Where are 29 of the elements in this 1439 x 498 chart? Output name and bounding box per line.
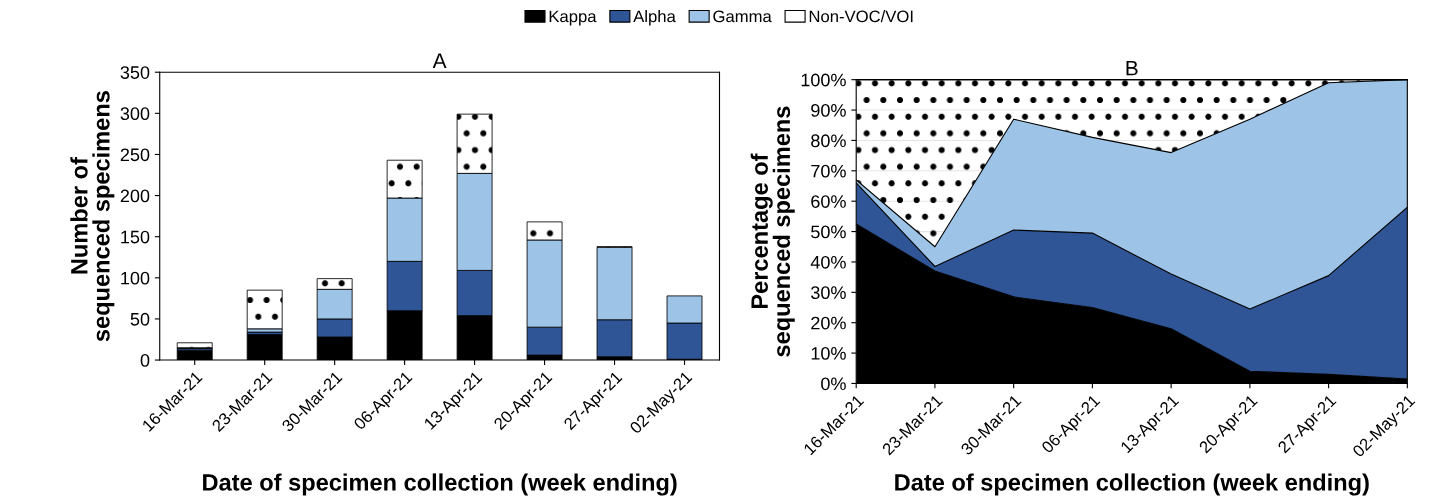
y-tick-label: 50%: [811, 225, 846, 239]
x-axis-title: Date of specimen collection (week ending): [203, 473, 677, 496]
y-tick-label: 50: [130, 312, 150, 326]
y-tick-label: 150: [121, 230, 150, 244]
chart-title: B: [1126, 61, 1138, 76]
y-tick-label: 200: [120, 189, 150, 203]
y-tick-label: 100%: [801, 73, 846, 87]
chart-title: A: [432, 53, 447, 68]
y-tick-label: 80%: [811, 134, 846, 148]
legend-label: Non-VOC/VOI: [809, 10, 913, 23]
y-tick-label: 250: [120, 148, 150, 162]
y-tick-label: 0: [140, 353, 150, 367]
legend-label: Gamma: [713, 10, 772, 23]
legend-label: Alpha: [633, 10, 676, 26]
y-axis-title: Percentage of sequenced specimens: [750, 106, 795, 357]
legend-label: Kappa: [549, 10, 597, 26]
y-tick-label: 10%: [811, 347, 846, 360]
x-axis-title: Date of specimen collection (week ending): [895, 473, 1369, 496]
y-tick-label: 350: [120, 66, 150, 79]
y-tick-label: 100: [121, 271, 150, 285]
y-tick-label: 40%: [810, 255, 846, 269]
y-tick-label: 70%: [811, 164, 846, 178]
y-tick-label: 20%: [811, 316, 846, 330]
y-tick-label: 60%: [811, 195, 846, 208]
y-tick-label: 30%: [811, 286, 846, 300]
y-axis-title: Number of sequenced specimens: [70, 91, 115, 342]
y-tick-label: 0%: [821, 377, 846, 391]
y-tick-label: 90%: [811, 103, 846, 117]
y-tick-label: 300: [120, 107, 150, 121]
